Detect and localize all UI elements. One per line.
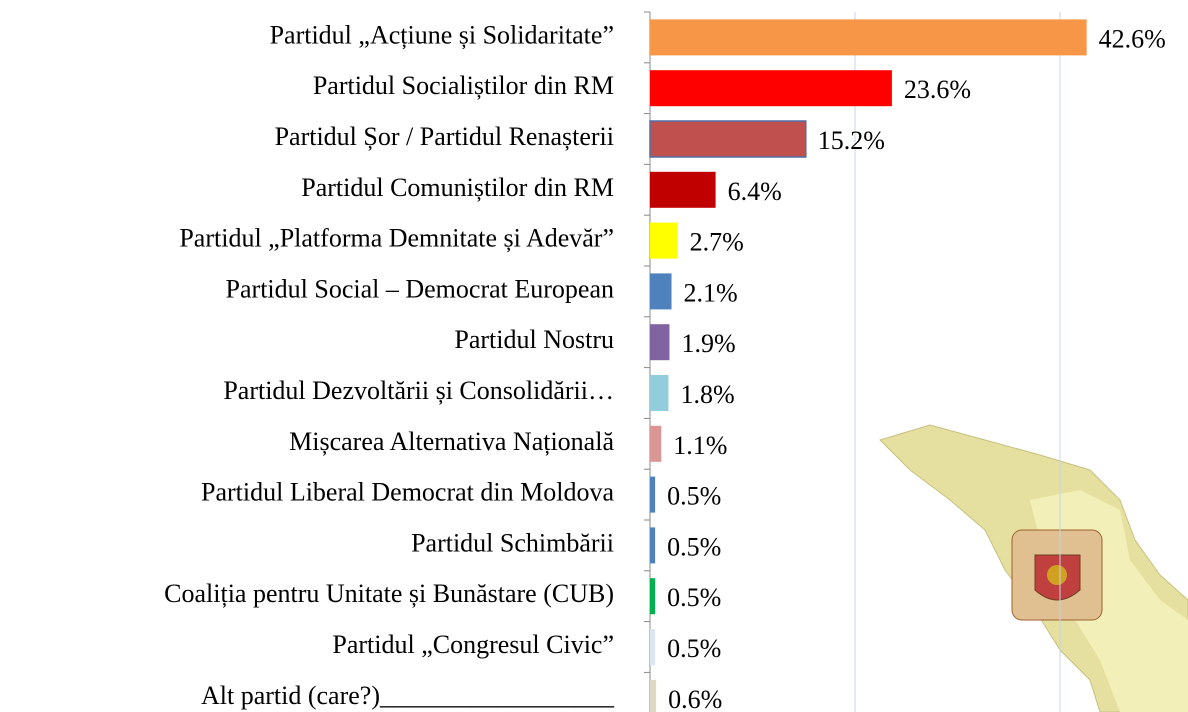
bar	[650, 171, 716, 208]
bar	[650, 273, 672, 310]
y-tick-label: Partidul „Acțiune și Solidaritate”	[270, 20, 614, 49]
value-label: 6.4%	[728, 177, 782, 206]
bar	[650, 629, 656, 665]
bar	[650, 578, 656, 615]
bar	[650, 70, 892, 107]
bar	[650, 19, 1087, 56]
value-label: 0.6%	[668, 685, 722, 712]
value-label: 0.5%	[667, 482, 721, 511]
value-label: 23.6%	[904, 75, 971, 104]
bar	[650, 476, 656, 513]
bar	[650, 324, 670, 361]
bar	[650, 222, 678, 259]
y-tick-label: Partidul „Platforma Demnitate și Adevăr”	[179, 224, 614, 253]
y-tick-label: Partidul Dezvoltării și Consolidării…	[223, 376, 614, 405]
y-tick-label: Partidul Schimbării	[411, 528, 614, 557]
y-tick-label: Mișcarea Alternativa Națională	[289, 427, 614, 456]
y-tick-label: Partidul Comuniștilor din RM	[301, 173, 614, 202]
y-tick-label: Partidul „Congresul Civic”	[332, 630, 614, 659]
value-label: 1.1%	[673, 431, 727, 460]
bar	[650, 527, 656, 564]
map-decoration	[879, 424, 1188, 712]
y-tick-label: Partidul Socialiștilor din RM	[313, 71, 614, 100]
y-tick-label: Coaliția pentru Unitate și Bunăstare (CU…	[164, 579, 614, 608]
y-tick-label: Partidul Liberal Democrat din Moldova	[201, 478, 614, 507]
value-label: 0.5%	[667, 532, 721, 561]
y-tick-label: Partidul Șor / Partidul Renașterii	[275, 122, 614, 151]
value-label: 0.5%	[667, 583, 721, 612]
value-label: 0.5%	[667, 634, 721, 663]
value-label: 2.7%	[690, 228, 744, 257]
shield-emblem	[1047, 565, 1067, 585]
value-label: 2.1%	[684, 278, 738, 307]
y-tick-label: Alt partid (care?)__________________	[201, 681, 615, 710]
value-label: 15.2%	[818, 126, 885, 155]
bar	[650, 679, 657, 712]
value-label: 1.9%	[681, 329, 735, 358]
y-tick-label: Partidul Nostru	[454, 325, 614, 354]
bar	[649, 120, 807, 158]
value-label: 1.8%	[680, 380, 734, 409]
y-tick-label: Partidul Social – Democrat European	[226, 274, 614, 303]
value-label: 42.6%	[1099, 24, 1166, 53]
bar	[650, 375, 669, 411]
bar	[650, 425, 662, 462]
